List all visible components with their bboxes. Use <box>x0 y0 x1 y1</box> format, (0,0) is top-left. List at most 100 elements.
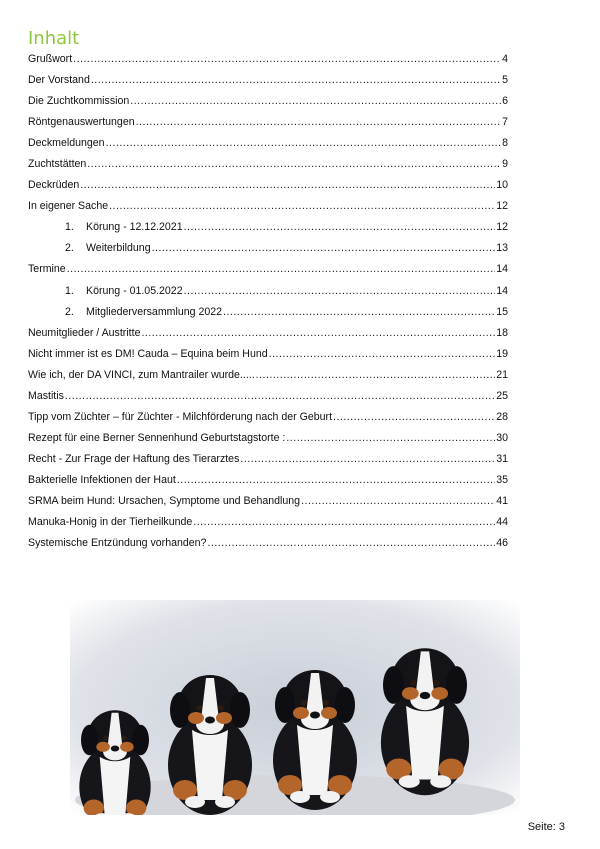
leader-dots <box>240 453 495 465</box>
leader-dots <box>177 474 495 486</box>
toc-entry-label: Bakterielle Infektionen der Haut <box>28 473 176 486</box>
leader-dots <box>207 537 495 549</box>
puppy <box>380 648 470 796</box>
toc-entry[interactable]: Die Zuchtkommission 6 <box>28 95 508 116</box>
toc-entry-label: Zuchtstätten <box>28 158 87 171</box>
leader-dots <box>301 495 495 507</box>
toc-entry-page: 10 <box>496 179 508 192</box>
toc-entry-page: 12 <box>496 221 508 234</box>
toc-entry-label: SRMA beim Hund: Ursachen, Symptome und B… <box>28 494 301 507</box>
toc-entry-label: In eigener Sache <box>28 200 109 213</box>
toc-entry[interactable]: Grußwort 4 <box>28 53 508 74</box>
toc-entry-label: Weiterbildung <box>86 242 151 255</box>
toc-entry-label: Röntgenauswertungen <box>28 116 135 129</box>
toc-entry-page: 19 <box>496 347 508 360</box>
toc-entry[interactable]: Nicht immer ist es DM! Cauda – Equina be… <box>28 348 508 369</box>
toc-entry[interactable]: Wie ich, der DA VINCI, zum Mantrailer wu… <box>28 369 508 390</box>
toc-entry-page: 41 <box>496 494 508 507</box>
toc-entry[interactable]: Neumitglieder / Austritte 18 <box>28 327 508 348</box>
toc-entry[interactable]: Tipp vom Züchter – für Züchter - Milchfö… <box>28 411 508 432</box>
toc-entry-page: 31 <box>496 452 508 465</box>
toc-entry-label: Rezept für eine Berner Sennenhund Geburt… <box>28 431 286 444</box>
toc-entry-page: 44 <box>496 516 508 529</box>
toc-entry[interactable]: Systemische Entzündung vorhanden? 46 <box>28 537 508 558</box>
leader-dots <box>73 53 501 65</box>
toc-entry-label: Tipp vom Züchter – für Züchter - Milchfö… <box>28 410 333 423</box>
toc-entry[interactable]: 1. Körung - 12.12.2021 12 <box>28 221 508 242</box>
toc-entry-label: Körung - 01.05.2022 <box>86 284 183 297</box>
toc-entry-label: Die Zuchtkommission <box>28 95 130 108</box>
toc-entry-label: Mastitis <box>28 389 64 402</box>
toc-entry[interactable]: Zuchtstätten 9 <box>28 158 508 179</box>
toc-entry[interactable]: In eigener Sache 12 <box>28 200 508 221</box>
toc-entry[interactable]: Röntgenauswertungen 7 <box>28 116 508 137</box>
toc-title: Inhalt <box>28 28 80 49</box>
leader-dots <box>91 74 501 86</box>
toc-entry-page: 28 <box>496 410 508 423</box>
toc-entry-page: 4 <box>502 53 508 65</box>
toc-entry-label: Wie ich, der DA VINCI, zum Mantrailer wu… <box>28 368 255 381</box>
toc-entry-label: Systemische Entzündung vorhanden? <box>28 537 207 550</box>
leader-dots <box>256 369 496 381</box>
toc-entry-label: Termine <box>28 263 66 276</box>
page-number: Seite: 3 <box>527 821 565 833</box>
toc-entry-page: 8 <box>502 137 508 150</box>
leader-dots <box>223 306 495 318</box>
toc-entry-label: Recht - Zur Frage der Haftung des Tierar… <box>28 452 240 465</box>
puppies-photo <box>70 600 520 815</box>
toc-entry-page: 5 <box>502 74 508 87</box>
leader-dots <box>106 137 502 149</box>
toc-entry-label: Grußwort <box>28 53 73 65</box>
toc-entry[interactable]: Deckrüden 10 <box>28 179 508 200</box>
toc-entry-page: 25 <box>496 389 508 402</box>
toc-entry-number: 2. <box>65 305 74 318</box>
toc-entry[interactable]: SRMA beim Hund: Ursachen, Symptome und B… <box>28 495 508 516</box>
toc-entry[interactable]: Deckmeldungen 8 <box>28 137 508 158</box>
toc-entry-page: 15 <box>496 305 508 318</box>
toc-entry-page: 18 <box>496 326 508 339</box>
toc-entry[interactable]: Manuka-Honig in der Tierheilkunde 44 <box>28 516 508 537</box>
leader-dots <box>67 263 496 275</box>
puppy <box>79 710 151 815</box>
toc-entry-page: 21 <box>496 368 508 381</box>
toc-entry[interactable]: 2. Weiterbildung 13 <box>28 242 508 263</box>
toc-entry-number: 2. <box>65 242 74 255</box>
toc-entry-page: 30 <box>496 431 508 444</box>
toc-entry-page: 14 <box>496 284 508 297</box>
toc-entry[interactable]: Rezept für eine Berner Sennenhund Geburt… <box>28 432 508 453</box>
leader-dots <box>136 116 501 128</box>
toc-entry-page: 35 <box>496 473 508 486</box>
toc-entry-label: Mitgliederversammlung 2022 <box>86 305 223 318</box>
puppy <box>168 675 252 815</box>
leader-dots <box>152 242 496 254</box>
leader-dots <box>65 390 495 402</box>
toc-entry[interactable]: Mastitis 25 <box>28 390 508 411</box>
leader-dots <box>109 200 495 212</box>
toc-entry-page: 14 <box>496 263 508 276</box>
leader-dots <box>269 348 496 360</box>
toc-entry-page: 12 <box>496 200 508 213</box>
toc-entry-page: 46 <box>496 537 508 550</box>
toc-entry[interactable]: Bakterielle Infektionen der Haut 35 <box>28 474 508 495</box>
leader-dots <box>193 516 495 528</box>
toc-entry[interactable]: Der Vorstand 5 <box>28 74 508 95</box>
toc-entry-page: 13 <box>496 242 508 255</box>
leader-dots <box>286 432 495 444</box>
toc-entry[interactable]: 1. Körung - 01.05.2022 14 <box>28 285 508 306</box>
toc-entry-label: Der Vorstand <box>28 74 90 87</box>
toc-entry-label: Manuka-Honig in der Tierheilkunde <box>28 516 193 529</box>
leader-dots <box>130 95 501 107</box>
toc-entry-page: 6 <box>502 95 508 108</box>
toc-entry[interactable]: Termine 14 <box>28 263 508 284</box>
table-of-contents: Grußwort 4 Der Vorstand 5 Die Zuchtkommissio… <box>28 53 508 558</box>
toc-entry-number: 1. <box>65 284 74 297</box>
leader-dots <box>141 327 495 339</box>
toc-entry-page: 7 <box>502 116 508 129</box>
toc-entry-label: Nicht immer ist es DM! Cauda – Equina be… <box>28 347 268 360</box>
leader-dots <box>333 411 495 423</box>
toc-entry-number: 1. <box>65 221 74 234</box>
toc-entry-label: Deckrüden <box>28 179 80 192</box>
toc-entry[interactable]: 2. Mitgliederversammlung 2022 15 <box>28 306 508 327</box>
toc-entry[interactable]: Recht - Zur Frage der Haftung des Tierar… <box>28 453 508 474</box>
leader-dots <box>87 158 501 170</box>
